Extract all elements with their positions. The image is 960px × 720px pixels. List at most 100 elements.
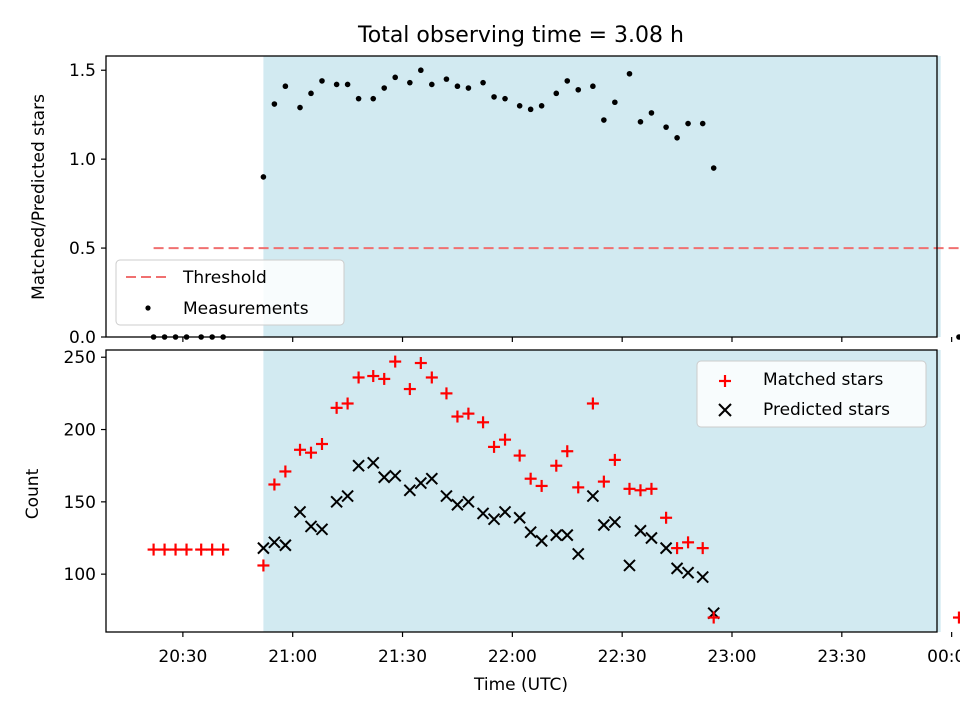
measurement-point: [407, 79, 413, 86]
y-tick-label: 250: [64, 348, 96, 368]
predicted-star-point: [608, 515, 622, 529]
matched-star-point: [180, 543, 193, 556]
predicted-star-point: [268, 536, 281, 549]
predicted-star-point: [696, 570, 709, 584]
predicted-star-point: [572, 547, 585, 561]
x-tick-label: 21:30: [378, 647, 427, 667]
matched-star-point: [572, 481, 585, 494]
measurement-point: [601, 117, 607, 123]
y-tick-label: 150: [64, 493, 96, 513]
matched-star-point: [597, 475, 610, 488]
ratio-y-label: Matched/Predicted stars: [29, 94, 49, 300]
matched-star-point: [513, 449, 526, 462]
measurement-point: [502, 95, 508, 102]
predicted-star-point: [561, 528, 574, 542]
matched-star-point: [696, 542, 709, 555]
x-tick-label: 22:30: [598, 647, 647, 667]
matched-star-point: [440, 387, 453, 400]
measurement-point: [491, 94, 497, 100]
predicted-star-point: [645, 531, 658, 545]
predicted-star-point: [476, 507, 490, 520]
y-tick-label: 200: [64, 421, 96, 441]
matched-star-point: [634, 484, 647, 497]
matched-star-point: [550, 459, 563, 472]
matched-star-point: [305, 446, 318, 459]
matched-star-point: [645, 482, 658, 495]
predicted-star-point: [304, 520, 318, 533]
x-tick-label: 00:00: [927, 647, 960, 667]
matched-star-point: [451, 410, 464, 423]
matched-star-point: [488, 440, 501, 453]
measurement-point: [260, 174, 267, 180]
predicted-star-point: [293, 505, 307, 519]
x-tick-label: 21:00: [268, 647, 317, 667]
measurement-point: [308, 90, 314, 97]
measurement-point: [710, 165, 717, 171]
measurement-point: [355, 95, 362, 102]
legend-matched-label: Matched stars: [763, 370, 883, 390]
count-panel: 100 150 200 250 20:30 21:00 21:30 22:00 22:30 23…: [23, 348, 960, 695]
predicted-star-point: [367, 456, 380, 470]
matched-star-point: [586, 397, 599, 410]
y-tick-label: 0.0: [69, 328, 96, 348]
measurement-point: [333, 81, 340, 88]
matched-star-point: [389, 355, 402, 368]
measurement-point: [443, 76, 450, 82]
matched-star-point: [279, 465, 292, 478]
x-axis-label: Time (UTC): [473, 675, 568, 695]
measurement-point: [685, 120, 691, 127]
measurement-point: [282, 83, 289, 90]
matched-star-point: [378, 372, 391, 385]
predicted-star-point: [550, 528, 563, 542]
matched-star-point: [623, 482, 636, 495]
matched-star-point: [707, 611, 720, 624]
legend-measurements-label: Measurements: [183, 299, 309, 319]
legend-predicted-label: Predicted stars: [763, 400, 890, 420]
measurement-point: [429, 81, 435, 88]
matched-star-point: [535, 479, 548, 492]
measurement-point: [392, 74, 399, 81]
measurement-point: [465, 85, 472, 91]
y-tick-label: 1.0: [69, 150, 96, 170]
measurement-point: [699, 120, 706, 127]
ratio-y-axis: 0.0 0.5 1.0 1.5: [69, 61, 106, 348]
count-y-axis: 100 150 200 250: [64, 348, 106, 585]
measurement-point: [271, 101, 278, 107]
matched-star-point: [462, 407, 475, 420]
chart-title: Total observing time = 3.08 h: [357, 23, 684, 48]
matched-star-point: [206, 543, 219, 556]
measurement-point: [612, 99, 618, 106]
ratio-plot-frame: [105, 55, 938, 338]
matched-star-point: [147, 543, 160, 556]
measurement-point: [319, 78, 325, 84]
predicted-star-point: [659, 541, 673, 555]
predicted-star-point: [257, 541, 270, 555]
measurement-point: [297, 104, 303, 111]
predicted-star-point: [425, 472, 439, 485]
matched-star-point: [352, 371, 365, 384]
matched-star-point: [169, 543, 182, 556]
legend-matched-swatch: [719, 375, 731, 387]
predicted-star-point: [315, 523, 329, 536]
y-tick-label: 100: [64, 565, 96, 585]
y-tick-label: 1.5: [69, 61, 96, 81]
predicted-star-point: [414, 476, 428, 490]
measurement-point: [663, 124, 669, 130]
predicted-star-point: [352, 459, 365, 472]
measurement-point: [590, 83, 596, 90]
predicted-star-point: [535, 534, 548, 548]
measurement-point: [956, 334, 960, 340]
count-y-label: Count: [23, 468, 43, 519]
matched-star-point: [952, 611, 960, 624]
matched-star-point: [561, 445, 574, 458]
matched-star-point: [268, 478, 281, 491]
predicted-star-point: [378, 471, 391, 484]
measurement-point: [626, 70, 633, 77]
predicted-star-point: [279, 539, 292, 552]
matched-star-point: [403, 383, 416, 396]
measurement-point: [553, 90, 560, 97]
predicted-star-point: [330, 495, 343, 509]
predicted-star-point: [451, 498, 464, 511]
count-x-axis: 20:30 21:00 21:30 22:00 22:30 23:00 23:30 00:00: [158, 632, 960, 667]
measurement-point: [674, 135, 680, 141]
